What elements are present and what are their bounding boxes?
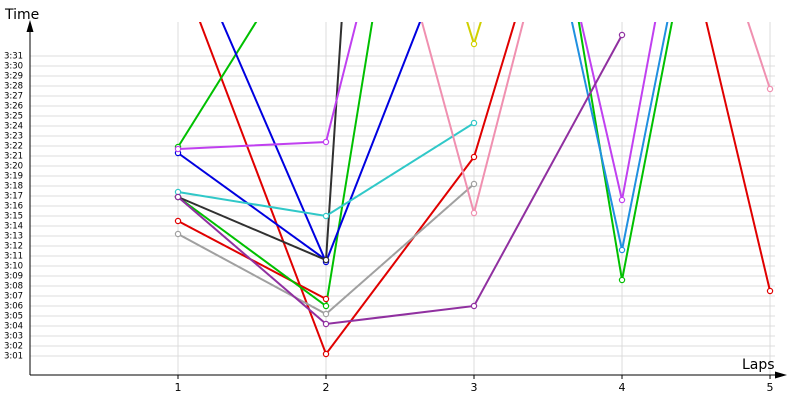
tick-labels: 3:013:023:033:043:053:063:073:083:093:10… [4, 52, 774, 395]
plot-area [174, 22, 774, 358]
series-line [177, 34, 623, 326]
y-tick-label: 3:31 [4, 52, 23, 62]
y-tick-label: 3:29 [4, 72, 23, 82]
y-tick-label: 3:16 [4, 202, 23, 212]
y-tick-label: 3:17 [4, 192, 23, 202]
y-tick-label: 3:01 [4, 352, 23, 362]
y-tick-label: 3:22 [4, 142, 23, 152]
y-tick-label: 3:08 [4, 282, 23, 292]
data-point [322, 310, 330, 318]
data-point [322, 212, 330, 220]
y-tick-label: 3:05 [4, 312, 23, 322]
y-axis-arrow [26, 20, 34, 32]
data-point [470, 302, 478, 310]
data-point [618, 31, 626, 39]
y-tick-label: 3:13 [4, 232, 23, 242]
y-tick-label: 3:12 [4, 242, 23, 252]
data-point [174, 230, 182, 238]
x-axis-title: Laps [742, 357, 775, 373]
y-tick-label: 3:30 [4, 62, 23, 72]
x-tick-label: 4 [619, 381, 626, 394]
data-point [618, 196, 626, 204]
data-point [470, 209, 478, 217]
y-axis-title: Time [4, 7, 39, 23]
data-point [470, 180, 478, 188]
x-tick-label: 3 [471, 381, 478, 394]
y-tick-label: 3:28 [4, 82, 23, 92]
series-line [177, 22, 674, 308]
data-point [618, 276, 626, 284]
y-tick-label: 3:04 [4, 322, 23, 332]
y-tick-label: 3:06 [4, 302, 23, 312]
series-line [177, 152, 327, 261]
y-tick-label: 3:09 [4, 272, 23, 282]
y-tick-label: 3:10 [4, 262, 23, 272]
y-tick-label: 3:25 [4, 112, 23, 122]
series-line [177, 22, 258, 148]
y-tick-label: 3:14 [4, 222, 23, 232]
data-point [766, 287, 774, 295]
data-point [470, 153, 478, 161]
y-tick-label: 3:03 [4, 332, 23, 342]
data-point [322, 138, 330, 146]
y-tick-label: 3:23 [4, 132, 23, 142]
y-tick-label: 3:07 [4, 292, 23, 302]
data-point [618, 246, 626, 254]
x-axis-arrow [775, 371, 787, 379]
data-point [322, 350, 330, 358]
y-tick-label: 3:26 [4, 102, 23, 112]
y-tick-label: 3:24 [4, 122, 23, 132]
y-tick-label: 3:20 [4, 162, 23, 172]
y-tick-label: 3:19 [4, 172, 23, 182]
data-point [174, 193, 182, 201]
x-tick-label: 2 [323, 381, 330, 394]
y-tick-label: 3:15 [4, 212, 23, 222]
data-point [470, 40, 478, 48]
x-tick-label: 1 [175, 381, 182, 394]
data-point [322, 295, 330, 303]
data-point [766, 85, 774, 93]
data-point [322, 302, 330, 310]
y-tick-label: 3:21 [4, 152, 23, 162]
data-point [322, 320, 330, 328]
data-point [470, 119, 478, 127]
data-point [174, 145, 182, 153]
x-tick-label: 5 [767, 381, 774, 394]
y-tick-label: 3:18 [4, 182, 23, 192]
y-tick-label: 3:27 [4, 92, 23, 102]
y-tick-label: 3:02 [4, 342, 23, 352]
data-point [322, 256, 330, 264]
series-line [177, 22, 657, 201]
y-tick-label: 3:11 [4, 252, 23, 262]
data-point [174, 217, 182, 225]
